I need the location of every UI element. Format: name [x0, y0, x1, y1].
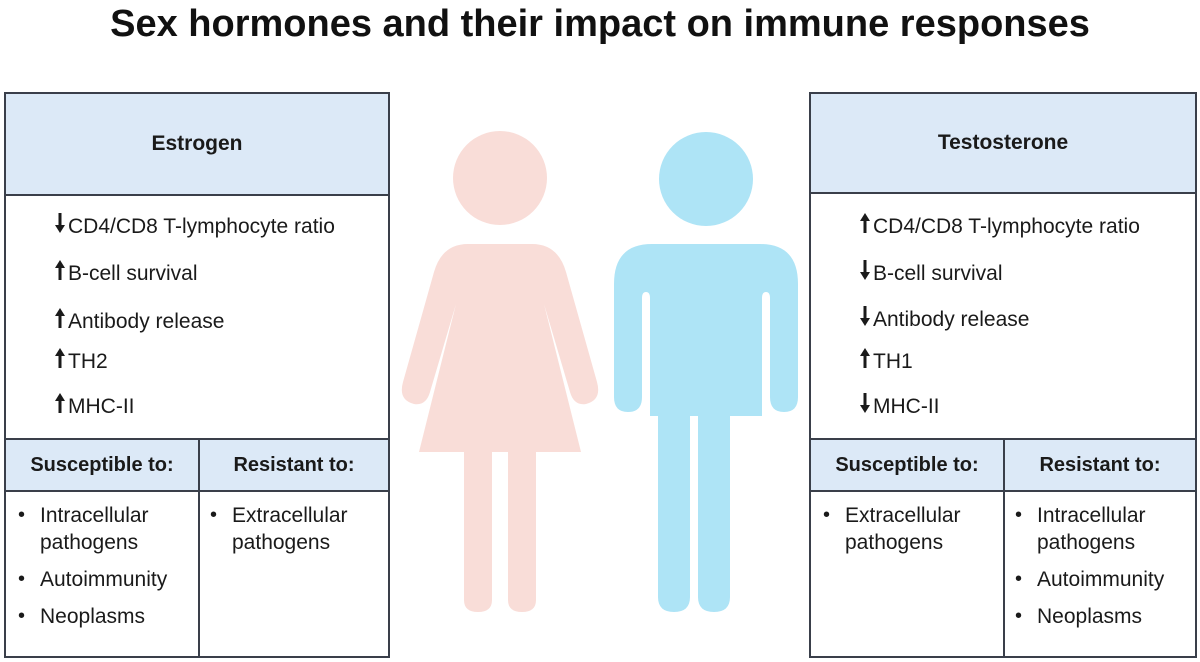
list-item: Neoplasms [1013, 603, 1193, 630]
arrow-up-icon [54, 347, 68, 376]
list-item: Autoimmunity [16, 566, 196, 593]
susceptible-heading: Susceptible to: [6, 438, 198, 492]
list-item: Extracellular pathogens [208, 502, 384, 556]
resistant-list: Extracellular pathogens [208, 492, 384, 556]
testosterone-effects: CD4/CD8 T-lymphocyte ratio B-cell surviv… [811, 196, 1195, 538]
list-item: Intracellular pathogens [1013, 502, 1193, 556]
male-figure [614, 132, 798, 612]
effect-item: B-cell survival [54, 259, 198, 288]
estrogen-panel: Estrogen CD4/CD8 T-lymphocyte ratio B-ce… [4, 92, 390, 658]
column-divider [198, 438, 200, 656]
resistant-heading: Resistant to: [200, 438, 388, 492]
arrow-up-icon [54, 307, 68, 336]
resistant-heading: Resistant to: [1005, 438, 1195, 492]
effect-item: MHC-II [859, 392, 940, 421]
female-figure [401, 131, 599, 612]
list-item: Autoimmunity [1013, 566, 1193, 593]
susceptible-heading: Susceptible to: [811, 438, 1003, 492]
effect-item: CD4/CD8 T-lymphocyte ratio [859, 212, 1140, 241]
arrow-down-icon [859, 305, 873, 334]
effect-item: CD4/CD8 T-lymphocyte ratio [54, 212, 335, 241]
female-body [401, 244, 599, 612]
arrow-down-icon [859, 392, 873, 421]
figures-illustration [401, 131, 798, 612]
testosterone-panel: Testosterone CD4/CD8 T-lymphocyte ratio … [809, 92, 1197, 658]
estrogen-heading: Estrogen [6, 94, 388, 196]
column-divider [1003, 438, 1005, 656]
female-head [453, 131, 547, 225]
arrow-up-icon [859, 212, 873, 241]
arrow-up-icon [54, 392, 68, 421]
effect-item: Antibody release [54, 307, 224, 336]
resistant-list: Intracellular pathogens Autoimmunity Neo… [1013, 492, 1193, 630]
effect-item: TH1 [859, 347, 913, 376]
effect-item: MHC-II [54, 392, 135, 421]
arrow-up-icon [54, 259, 68, 288]
testosterone-heading: Testosterone [811, 94, 1195, 194]
arrow-down-icon [54, 212, 68, 241]
list-item: Intracellular pathogens [16, 502, 196, 556]
arrow-up-icon [859, 347, 873, 376]
susceptible-list: Intracellular pathogens Autoimmunity Neo… [16, 492, 196, 630]
list-item: Extracellular pathogens [821, 502, 1001, 556]
effect-item: B-cell survival [859, 259, 1003, 288]
susceptible-list: Extracellular pathogens [821, 492, 1001, 556]
arrow-down-icon [859, 259, 873, 288]
effect-item: Antibody release [859, 305, 1029, 334]
male-body [614, 244, 798, 612]
estrogen-effects: CD4/CD8 T-lymphocyte ratio B-cell surviv… [6, 196, 388, 538]
male-head [659, 132, 753, 226]
effect-item: TH2 [54, 347, 108, 376]
list-item: Neoplasms [16, 603, 196, 630]
page-title: Sex hormones and their impact on immune … [110, 3, 1090, 45]
